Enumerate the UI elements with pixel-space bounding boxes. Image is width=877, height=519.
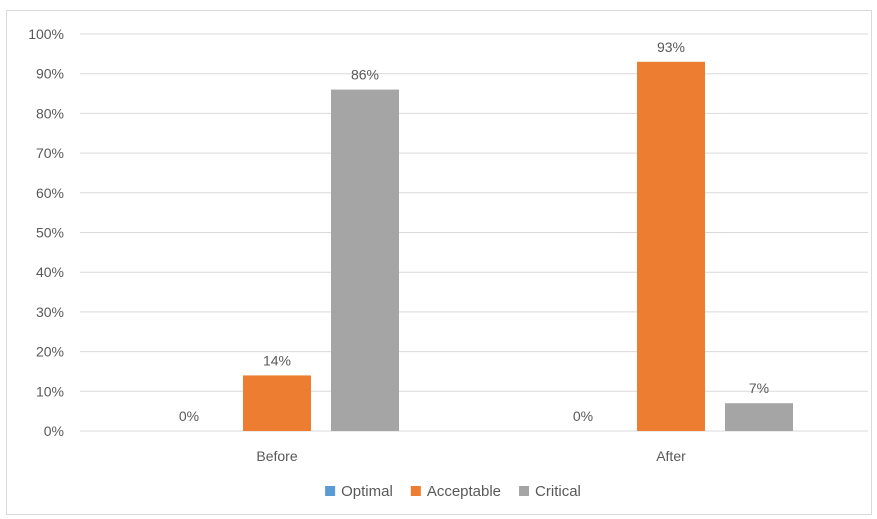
gridlines bbox=[80, 33, 868, 432]
x-tick-label: Before bbox=[256, 448, 297, 464]
data-label: 93% bbox=[657, 39, 685, 55]
y-tick-label: 90% bbox=[36, 66, 64, 82]
y-tick-label: 40% bbox=[36, 264, 64, 280]
y-tick-label: 50% bbox=[36, 225, 64, 241]
y-tick-label: 0% bbox=[44, 423, 64, 439]
data-label: 0% bbox=[573, 408, 593, 424]
y-axis-ticks: 0% 10% 20% 30% 40% 50% 60% 70% 80% 90% 100% bbox=[28, 26, 64, 439]
y-tick-label: 30% bbox=[36, 304, 64, 320]
x-axis-ticks: Before After bbox=[256, 448, 686, 464]
y-tick-label: 100% bbox=[28, 26, 64, 42]
data-label: 0% bbox=[179, 408, 199, 424]
legend-swatch-optimal bbox=[325, 486, 336, 496]
y-tick-label: 60% bbox=[36, 185, 64, 201]
y-tick-label: 70% bbox=[36, 145, 64, 161]
data-label: 86% bbox=[351, 67, 379, 83]
legend: Optimal Acceptable Critical bbox=[325, 483, 581, 500]
data-label: 14% bbox=[263, 352, 291, 368]
x-tick-label: After bbox=[656, 448, 686, 464]
y-tick-label: 10% bbox=[36, 383, 64, 399]
bars bbox=[243, 61, 793, 431]
bar-acceptable-after bbox=[637, 61, 705, 431]
legend-label-acceptable: Acceptable bbox=[427, 483, 501, 500]
bar-acceptable-before bbox=[243, 375, 311, 431]
legend-label-critical: Critical bbox=[535, 483, 581, 500]
legend-swatch-critical bbox=[519, 486, 530, 496]
bar-critical-after bbox=[725, 403, 793, 431]
bar-critical-before bbox=[331, 89, 399, 431]
legend-label-optimal: Optimal bbox=[341, 483, 393, 500]
y-tick-label: 20% bbox=[36, 344, 64, 360]
data-labels: 0% 14% 86% 0% 93% 7% bbox=[179, 39, 769, 424]
y-tick-label: 80% bbox=[36, 105, 64, 121]
legend-swatch-acceptable bbox=[410, 486, 421, 496]
data-label: 7% bbox=[749, 380, 769, 396]
